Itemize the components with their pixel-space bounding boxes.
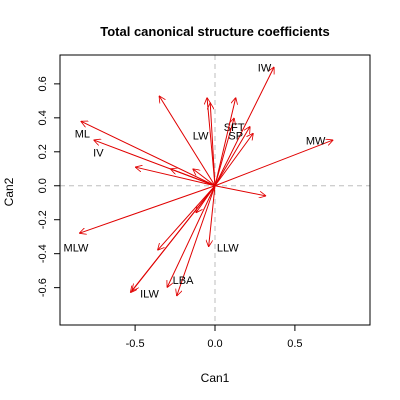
vector-arrow (214, 118, 234, 186)
x-tick-label: -0.5 (126, 338, 145, 350)
vector-arrow (170, 169, 216, 187)
vector-label: ML (75, 129, 90, 141)
vector-arrow (157, 185, 216, 251)
x-tick-label: 0.5 (287, 338, 302, 350)
chart-title: Total canonical structure coefficients (100, 24, 329, 39)
x-axis-label: Can1 (201, 371, 230, 385)
vector-arrow (214, 140, 333, 187)
y-tick-label: 0.2 (37, 144, 49, 159)
vector-label: LBA (173, 275, 194, 287)
y-tick-label: 0.6 (37, 76, 49, 91)
y-tick-label: -0.6 (37, 278, 49, 297)
vector-arrow (207, 97, 216, 186)
y-tick-label: -0.2 (37, 210, 49, 229)
vector-arrow (135, 167, 216, 187)
vector-label: MLW (64, 242, 89, 254)
y-axis-label: Can2 (2, 177, 16, 206)
vector-arrow (214, 97, 236, 186)
vector-label: IV (93, 147, 104, 159)
vector-label: LLW (217, 242, 239, 254)
vector-arrow (214, 133, 253, 187)
vector-label: SP (228, 130, 243, 142)
vector-arrow (193, 169, 216, 187)
y-tick-label: 0.4 (37, 110, 49, 125)
vector-arrow (167, 185, 216, 288)
vector-arrow (177, 185, 216, 296)
y-tick-label: -0.4 (37, 244, 49, 263)
vector-label: ILW (140, 288, 159, 300)
x-tick-label: 0.0 (207, 338, 222, 350)
vector-arrow (159, 96, 216, 187)
vector-label: IW (258, 62, 272, 74)
vector-label: MW (306, 136, 326, 148)
vector-arrow (209, 185, 216, 247)
vector-arrow (132, 185, 216, 291)
vector-arrow (214, 126, 250, 187)
vector-label: LW (193, 130, 209, 142)
y-tick-label: 0.0 (37, 178, 49, 193)
vector-arrow (79, 185, 216, 234)
vector-arrow (214, 185, 266, 196)
